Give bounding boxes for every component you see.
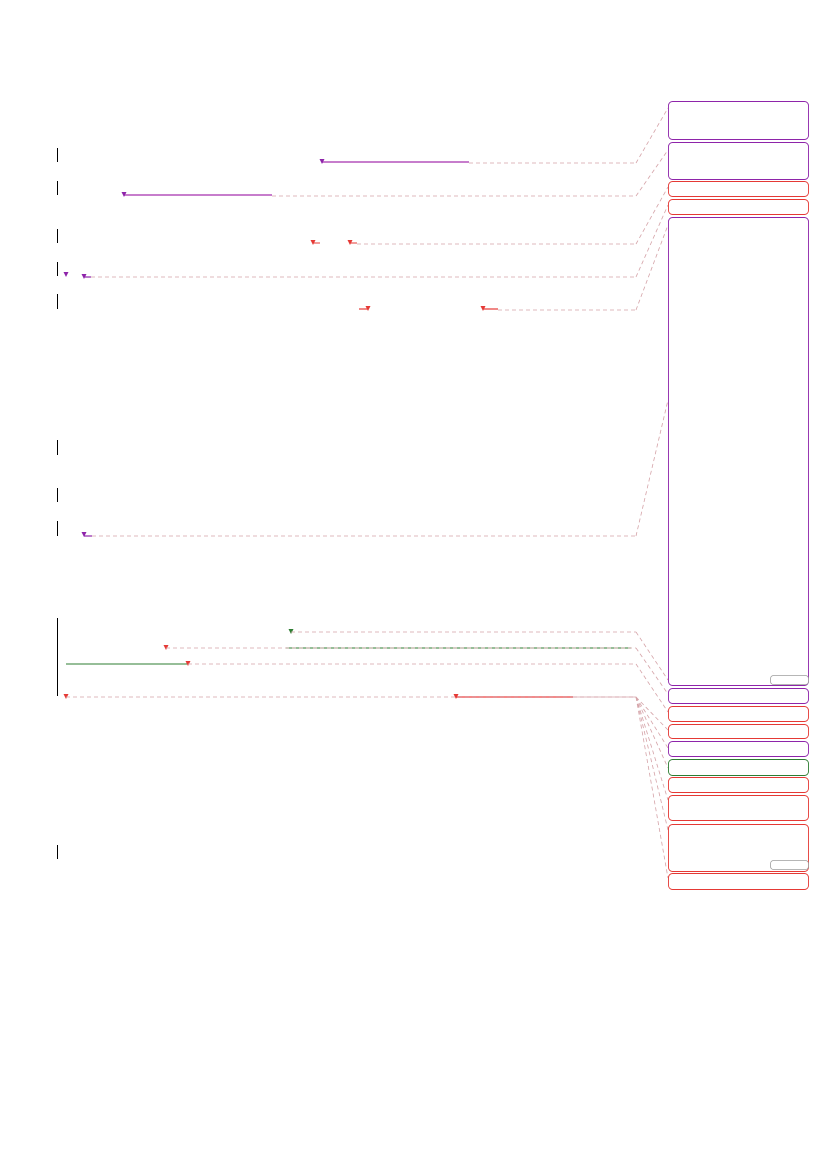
connector-line [635,696,669,731]
annotation-caret-icon[interactable] [365,306,371,311]
annotation-caret-icon[interactable] [163,645,169,650]
comment-box[interactable] [668,181,809,197]
annotation-caret-icon[interactable] [347,240,353,245]
reply-button[interactable] [770,675,809,685]
annotation-caret-icon[interactable] [288,629,294,634]
comment-box[interactable] [668,217,809,686]
reply-button[interactable] [770,860,809,870]
comment-box[interactable] [668,688,809,704]
connector-line [635,696,669,801]
comment-box[interactable] [668,795,809,821]
annotation-caret-icon[interactable] [480,306,486,311]
connector-line [635,149,669,197]
comment-box[interactable] [668,724,809,739]
connector-line [635,399,669,537]
connector-line [635,186,669,245]
annotation-caret-icon[interactable] [63,694,69,699]
comment-box[interactable] [668,741,809,757]
annotation-caret-icon[interactable] [81,274,87,279]
connector-line [635,696,669,749]
connector-line [635,631,669,681]
comment-box[interactable] [668,142,809,180]
connector-line [635,107,669,164]
annotation-caret-icon[interactable] [185,661,191,666]
connector-line [635,696,669,879]
connector-line [635,663,669,713]
annotation-caret-icon[interactable] [121,192,127,197]
comment-box[interactable] [668,706,809,722]
comment-box[interactable] [668,199,809,215]
annotation-caret-icon[interactable] [310,240,316,245]
connector-line [635,696,669,769]
annotation-caret-icon[interactable] [63,272,69,277]
connector-line [635,204,669,278]
connector-line [635,647,669,695]
annotation-caret-icon[interactable] [81,532,87,537]
comment-box[interactable] [668,824,809,872]
comment-box[interactable] [668,101,809,140]
comment-box[interactable] [668,777,809,793]
comment-box[interactable] [668,873,809,890]
connector-line [635,696,669,831]
connector-line [635,224,669,311]
comment-box[interactable] [668,759,809,776]
annotation-caret-icon[interactable] [453,694,459,699]
annotation-caret-icon[interactable] [319,159,325,164]
